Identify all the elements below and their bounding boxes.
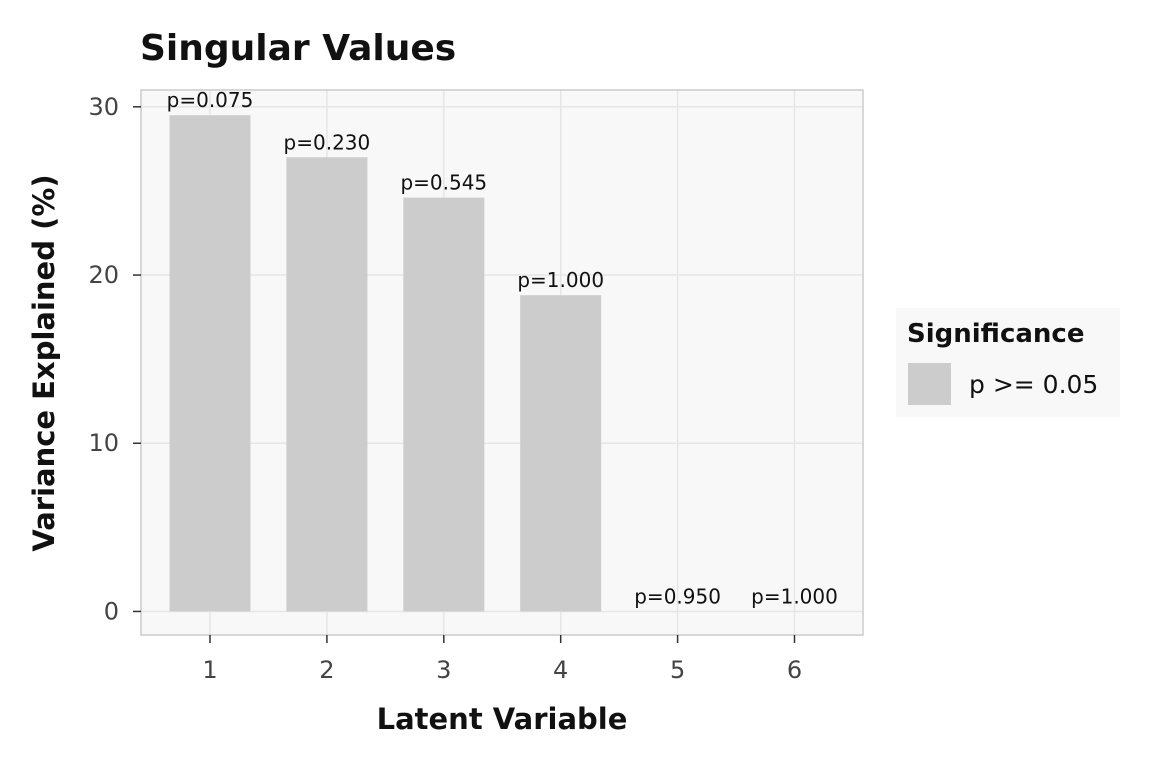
bar-lv-2 — [286, 157, 368, 612]
legend-title: Significance — [907, 319, 1084, 349]
x-tick-label: 1 — [202, 656, 217, 684]
y-tick-label: 30 — [88, 93, 119, 121]
legend-key-swatch — [908, 363, 951, 405]
chart-title: Singular Values — [140, 28, 456, 69]
x-tick-label: 4 — [553, 656, 568, 684]
legend: Significance p >= 0.05 — [896, 308, 1120, 417]
bar-label-lv-4: p=1.000 — [517, 268, 604, 292]
legend-entry-label: p >= 0.05 — [969, 370, 1098, 399]
x-tick-label: 5 — [670, 656, 685, 684]
bar-label-lv-3: p=0.545 — [400, 171, 487, 195]
bar-label-lv-5: p=0.950 — [634, 584, 721, 608]
bar-lv-4 — [520, 295, 602, 612]
panel-background — [141, 90, 863, 635]
x-tick-label: 2 — [319, 656, 334, 684]
x-tick-label: 6 — [787, 656, 802, 684]
x-axis-title: Latent Variable — [377, 702, 628, 736]
bar-lv-1 — [169, 115, 251, 612]
y-axis-title: Variance Explained (%) — [27, 174, 61, 551]
bar-label-lv-6: p=1.000 — [751, 584, 838, 608]
plot-area: p=0.075 p=0.230 p=0.545 p=1.000 p=0.950 p=1.0… — [88, 88, 864, 684]
bar-label-lv-1: p=0.075 — [167, 88, 254, 112]
y-tick-label: 0 — [104, 597, 119, 625]
bar-label-lv-2: p=0.230 — [284, 130, 371, 154]
y-tick-label: 10 — [88, 429, 119, 457]
bar-lv-3 — [403, 197, 485, 612]
x-tick-label: 3 — [436, 656, 451, 684]
y-tick-label: 20 — [88, 261, 119, 289]
panel-border — [140, 89, 864, 636]
